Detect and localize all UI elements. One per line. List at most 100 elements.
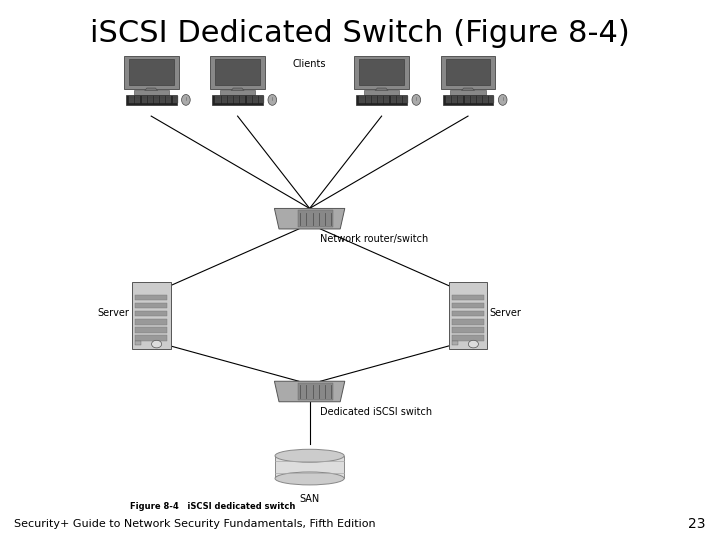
Polygon shape (274, 208, 345, 229)
FancyBboxPatch shape (452, 335, 485, 341)
FancyBboxPatch shape (452, 101, 457, 103)
FancyBboxPatch shape (359, 99, 364, 101)
FancyBboxPatch shape (124, 56, 179, 89)
FancyBboxPatch shape (471, 97, 476, 98)
FancyBboxPatch shape (246, 97, 251, 98)
FancyBboxPatch shape (359, 101, 364, 103)
FancyBboxPatch shape (240, 101, 246, 103)
FancyBboxPatch shape (483, 101, 488, 103)
Text: SAN: SAN (300, 494, 320, 504)
FancyBboxPatch shape (135, 295, 167, 300)
FancyBboxPatch shape (160, 97, 165, 98)
FancyBboxPatch shape (446, 97, 451, 98)
FancyBboxPatch shape (129, 99, 134, 101)
FancyBboxPatch shape (452, 327, 485, 333)
FancyBboxPatch shape (397, 99, 402, 101)
FancyBboxPatch shape (253, 97, 258, 98)
FancyBboxPatch shape (215, 101, 220, 103)
FancyBboxPatch shape (160, 99, 165, 101)
FancyBboxPatch shape (259, 101, 264, 103)
FancyBboxPatch shape (129, 101, 134, 103)
FancyBboxPatch shape (366, 97, 371, 98)
FancyBboxPatch shape (240, 99, 246, 101)
FancyBboxPatch shape (446, 101, 451, 103)
FancyBboxPatch shape (160, 101, 165, 103)
FancyBboxPatch shape (215, 59, 260, 85)
FancyBboxPatch shape (135, 341, 142, 345)
FancyBboxPatch shape (390, 97, 395, 98)
FancyBboxPatch shape (129, 97, 134, 98)
FancyBboxPatch shape (372, 99, 377, 101)
Text: Clients: Clients (293, 59, 326, 69)
FancyBboxPatch shape (464, 97, 469, 98)
Polygon shape (374, 88, 389, 92)
FancyBboxPatch shape (126, 95, 176, 105)
FancyBboxPatch shape (246, 99, 251, 101)
Polygon shape (275, 456, 344, 478)
FancyBboxPatch shape (210, 56, 265, 89)
FancyBboxPatch shape (378, 99, 383, 101)
FancyBboxPatch shape (471, 101, 476, 103)
Text: 23: 23 (688, 517, 706, 531)
FancyBboxPatch shape (154, 101, 159, 103)
Text: Network router/switch: Network router/switch (320, 234, 428, 244)
FancyBboxPatch shape (490, 99, 495, 101)
FancyBboxPatch shape (259, 97, 264, 98)
FancyBboxPatch shape (148, 99, 153, 101)
Text: iSCSI Dedicated Switch (Figure 8-4): iSCSI Dedicated Switch (Figure 8-4) (90, 19, 630, 48)
FancyBboxPatch shape (228, 97, 233, 98)
FancyBboxPatch shape (142, 99, 147, 101)
FancyBboxPatch shape (452, 341, 459, 345)
FancyBboxPatch shape (359, 59, 404, 85)
FancyBboxPatch shape (253, 101, 258, 103)
FancyBboxPatch shape (148, 97, 153, 98)
FancyBboxPatch shape (354, 56, 409, 89)
FancyBboxPatch shape (135, 101, 140, 103)
FancyBboxPatch shape (464, 99, 469, 101)
FancyBboxPatch shape (477, 101, 482, 103)
FancyBboxPatch shape (228, 101, 233, 103)
FancyBboxPatch shape (446, 99, 451, 101)
FancyBboxPatch shape (134, 90, 168, 94)
FancyBboxPatch shape (359, 97, 364, 98)
Text: Figure 8-4   iSCSI dedicated switch: Figure 8-4 iSCSI dedicated switch (130, 502, 295, 511)
FancyBboxPatch shape (452, 97, 457, 98)
FancyBboxPatch shape (154, 97, 159, 98)
Ellipse shape (275, 472, 344, 485)
FancyBboxPatch shape (452, 295, 485, 300)
FancyBboxPatch shape (234, 99, 239, 101)
FancyBboxPatch shape (364, 90, 399, 94)
FancyBboxPatch shape (403, 101, 408, 103)
FancyBboxPatch shape (173, 101, 178, 103)
FancyBboxPatch shape (403, 99, 408, 101)
FancyBboxPatch shape (173, 99, 178, 101)
FancyBboxPatch shape (135, 335, 167, 341)
FancyBboxPatch shape (397, 101, 402, 103)
FancyBboxPatch shape (298, 211, 333, 227)
FancyBboxPatch shape (234, 97, 239, 98)
FancyBboxPatch shape (384, 99, 390, 101)
Text: Server: Server (98, 308, 130, 318)
FancyBboxPatch shape (135, 327, 167, 333)
FancyBboxPatch shape (483, 97, 488, 98)
FancyBboxPatch shape (166, 99, 171, 101)
FancyBboxPatch shape (215, 99, 220, 101)
FancyBboxPatch shape (443, 95, 493, 105)
FancyBboxPatch shape (451, 90, 485, 94)
FancyBboxPatch shape (215, 97, 220, 98)
FancyBboxPatch shape (452, 319, 485, 325)
FancyBboxPatch shape (220, 90, 255, 94)
FancyBboxPatch shape (372, 97, 377, 98)
FancyBboxPatch shape (166, 97, 171, 98)
FancyBboxPatch shape (222, 101, 227, 103)
FancyBboxPatch shape (449, 282, 487, 349)
Ellipse shape (181, 94, 190, 105)
Polygon shape (461, 88, 475, 92)
FancyBboxPatch shape (459, 99, 464, 101)
FancyBboxPatch shape (384, 97, 390, 98)
FancyBboxPatch shape (378, 97, 383, 98)
FancyBboxPatch shape (298, 383, 333, 400)
FancyBboxPatch shape (154, 99, 159, 101)
FancyBboxPatch shape (212, 95, 263, 105)
Ellipse shape (152, 340, 161, 348)
